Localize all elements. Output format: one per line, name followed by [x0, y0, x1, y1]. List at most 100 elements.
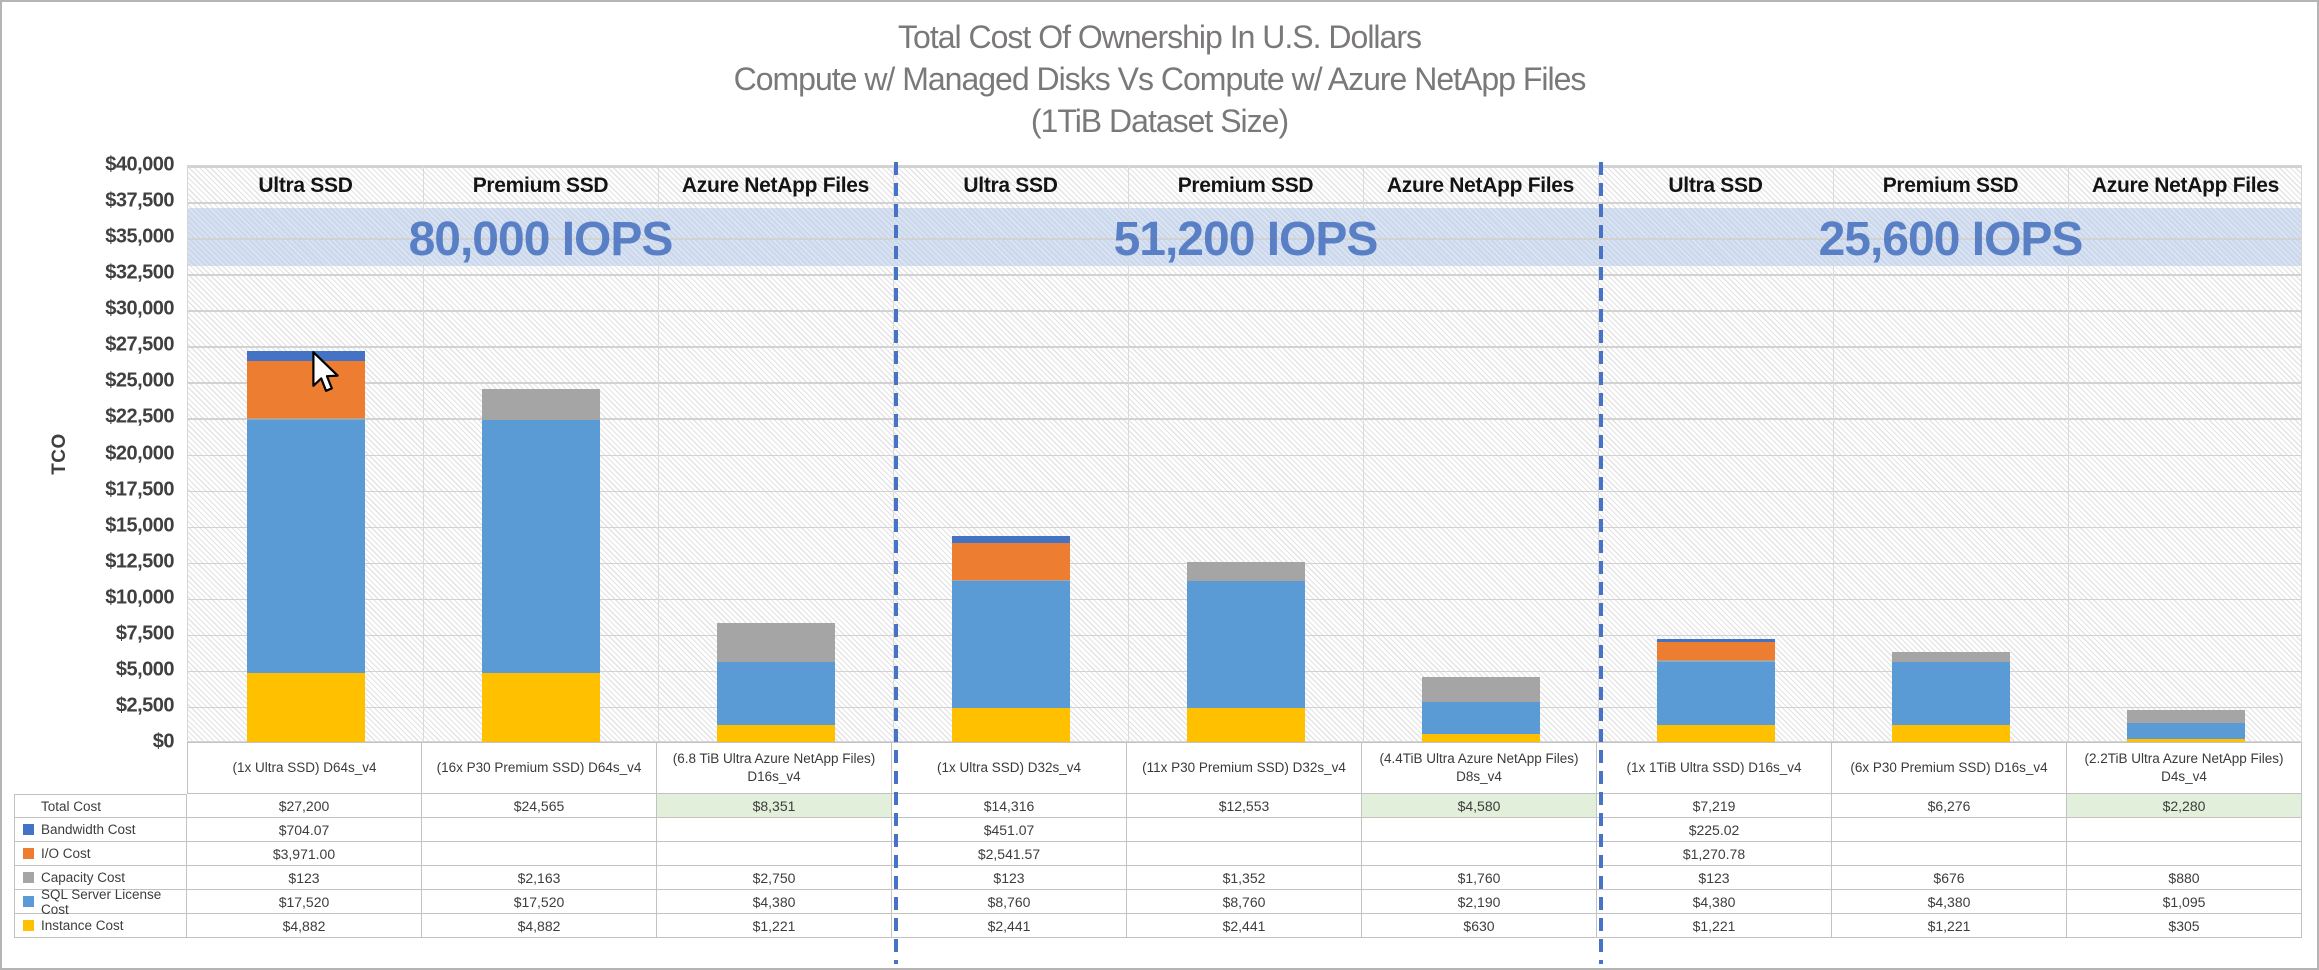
y-axis-tick-label: $25,000: [105, 369, 174, 392]
table-cell: $14,316: [892, 794, 1127, 818]
row-label-text: SQL Server License Cost: [41, 886, 162, 917]
column-gridline: [1128, 166, 1129, 741]
table-cell: $6,276: [1832, 794, 2067, 818]
y-axis-tick-label: $22,500: [105, 405, 174, 428]
y-axis-tick-label: $15,000: [105, 514, 174, 537]
bar-segment-instance-cost: [716, 725, 835, 743]
table-cell: $123: [187, 866, 422, 890]
table-row-capacity-cost: Capacity Cost $123 $2,163 $2,750 $123 $1,352 $…: [14, 866, 2302, 890]
table-cell: $3,971.00: [187, 842, 422, 866]
y-axis-tick-label: $5,000: [115, 658, 175, 681]
bar-segment-capacity-cost: [1891, 652, 2010, 663]
chart-title: Total Cost Of Ownership In U.S. Dollars …: [2, 16, 2317, 142]
category-label: (1x 1TiB Ultra SSD) D16s_v4: [1597, 742, 1832, 794]
y-axis-tick-label: $30,000: [105, 297, 174, 320]
bar-segment-capacity-cost: [951, 579, 1070, 582]
table-cell: $8,351: [657, 794, 892, 818]
bar-segment-bandwidth-cost: [1656, 638, 1775, 643]
y-axis-tick-label: $2,500: [115, 694, 175, 717]
row-label-text: Total Cost: [41, 798, 102, 814]
bar-segment-sql-server-license-cost: [951, 581, 1070, 708]
table-cell: $1,221: [657, 914, 892, 938]
row-label: SQL Server License Cost: [14, 886, 187, 917]
bar-segment-capacity-cost: [481, 388, 600, 420]
legend-swatch-sql-server-license-cost: [23, 896, 34, 907]
bar-segment-instance-cost: [951, 707, 1070, 743]
bar-segment-i-o-cost: [246, 360, 365, 419]
bar-segment-sql-server-license-cost: [1656, 662, 1775, 726]
row-label-text: Instance Cost: [41, 918, 124, 933]
table-cell: [422, 842, 657, 866]
bar-segment-sql-server-license-cost: [1421, 702, 1540, 734]
table-cell: $676: [1832, 866, 2067, 890]
table-cell: $305: [2067, 914, 2302, 938]
legend-swatch-instance-cost: [23, 920, 34, 931]
y-axis-tick-label: $7,500: [115, 622, 175, 645]
row-label: Bandwidth Cost: [14, 818, 187, 842]
table-cell: $1,270.78: [1597, 842, 1832, 866]
cost-table: (1x Ultra SSD) D64s_v4 (16x P30 Premium S…: [14, 742, 2302, 938]
iops-group-label: 25,600 IOPS: [1818, 212, 2084, 266]
table-cell: $24,565: [422, 794, 657, 818]
storage-type-header: Premium SSD: [472, 174, 609, 197]
legend-swatch-capacity-cost: [23, 872, 34, 883]
bar-segment-capacity-cost: [2126, 710, 2245, 723]
table-row-bandwidth-cost: Bandwidth Cost $704.07 $451.07 $225.02: [14, 818, 2302, 842]
table-cell: $1,221: [1597, 914, 1832, 938]
group-separator-line: [1599, 162, 1603, 964]
table-cell: $451.07: [892, 818, 1127, 842]
gridline: [188, 382, 2301, 384]
y-axis-tick-label: $27,500: [105, 333, 174, 356]
table-cell: $4,380: [657, 890, 892, 914]
storage-type-header: Ultra SSD: [258, 174, 353, 197]
legend-swatch-bandwidth-cost: [23, 824, 34, 835]
iops-band: [188, 207, 2301, 266]
table-cell: $123: [892, 866, 1127, 890]
bar-segment-bandwidth-cost: [951, 536, 1070, 543]
storage-type-header: Premium SSD: [1882, 174, 2019, 197]
table-cell: $123: [1597, 866, 1832, 890]
table-cell: $2,541.57: [892, 842, 1127, 866]
storage-type-header: Azure NetApp Files: [681, 174, 870, 197]
plot-area: Ultra SSD Premium SSD Azure NetApp Files 80…: [187, 165, 2302, 745]
bar-segment-i-o-cost: [1656, 642, 1775, 661]
storage-type-header: Ultra SSD: [963, 174, 1058, 197]
bar-segment-sql-server-license-cost: [716, 662, 835, 726]
table-cell: $4,380: [1597, 890, 1832, 914]
gridline: [188, 490, 2301, 493]
table-cell: $4,882: [422, 914, 657, 938]
bar-segment-i-o-cost: [951, 542, 1070, 580]
chart-title-line-1: Total Cost Of Ownership In U.S. Dollars: [898, 19, 1422, 55]
y-axis-tick-label: $10,000: [105, 586, 174, 609]
y-axis-tick-label: $12,500: [105, 550, 174, 573]
storage-type-header: Premium SSD: [1177, 174, 1314, 197]
category-label: (6x P30 Premium SSD) D16s_v4: [1832, 742, 2067, 794]
table-cell: [657, 818, 892, 842]
category-label: (11x P30 Premium SSD) D32s_v4: [1127, 742, 1362, 794]
row-label-text: Bandwidth Cost: [41, 822, 136, 837]
category-label: (16x P30 Premium SSD) D64s_v4: [422, 742, 657, 794]
gridline: [188, 454, 2301, 456]
table-cell: [1127, 842, 1362, 866]
bar-segment-instance-cost: [1891, 725, 2010, 743]
row-label-text: Capacity Cost: [41, 870, 126, 885]
bar-segment-sql-server-license-cost: [246, 419, 365, 673]
row-label: I/O Cost: [14, 842, 187, 866]
gridline: [188, 238, 2301, 240]
legend-swatch-i-o-cost: [23, 848, 34, 859]
table-cell: $27,200: [187, 794, 422, 818]
table-cell: $4,882: [187, 914, 422, 938]
row-label-text: I/O Cost: [41, 846, 91, 861]
y-axis-tick-label: $32,500: [105, 261, 174, 284]
table-cell: [657, 842, 892, 866]
bar-segment-capacity-cost: [1656, 660, 1775, 663]
bar-segment-instance-cost: [1186, 707, 1305, 743]
chart-title-line-3: (1TiB Dataset Size): [1030, 103, 1289, 139]
bar-segment-sql-server-license-cost: [1891, 662, 2010, 726]
row-label: Total Cost: [14, 794, 187, 818]
mouse-cursor-icon: [311, 351, 341, 400]
table-cell: $2,750: [657, 866, 892, 890]
table-cell: $2,190: [1362, 890, 1597, 914]
iops-group-label: 51,200 IOPS: [1113, 212, 1379, 266]
table-cell: $17,520: [187, 890, 422, 914]
